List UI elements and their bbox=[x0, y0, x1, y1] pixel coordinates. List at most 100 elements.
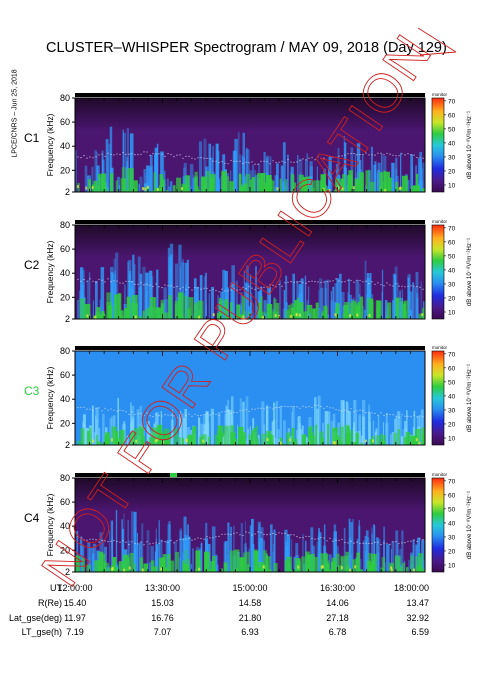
colorbar-tick-label: 60 bbox=[448, 492, 456, 499]
colorbar bbox=[431, 350, 445, 446]
colorbar-tick-label: 50 bbox=[448, 253, 456, 260]
x-tick-label: 16:30:00 bbox=[320, 583, 355, 593]
y-tick-label: 2 bbox=[65, 314, 70, 324]
y-tick-label: 40 bbox=[60, 394, 70, 404]
colorbar-tick-label: 40 bbox=[448, 140, 456, 147]
colorbar-tick-label: 10 bbox=[448, 435, 456, 442]
colorbar-small-label: monitor bbox=[432, 472, 448, 477]
colorbar-tick-label: 50 bbox=[448, 506, 456, 513]
colorbar-tick-label: 30 bbox=[448, 407, 456, 414]
spectrogram-plot bbox=[75, 478, 425, 572]
chart-title: CLUSTER–WHISPER Spectrogram / MAY 09, 20… bbox=[46, 40, 447, 56]
y-axis-label: Frequency (kHz) bbox=[45, 493, 55, 556]
y-tick-label: 2 bbox=[65, 440, 70, 450]
y-tick-label: 20 bbox=[60, 418, 70, 428]
y-tick-label: 2 bbox=[65, 567, 70, 577]
y-tick-label: 60 bbox=[60, 370, 70, 380]
ephemeris-value: 6.59 bbox=[411, 627, 429, 637]
panel-c3: 2 20 40 60 80 Frequency (kHz) C3 10 20 30 40 50 60 70… bbox=[24, 345, 473, 450]
spectrogram-plot bbox=[75, 225, 425, 319]
colorbar-label: dB above 10⁻⁸V²m⁻²Hz⁻¹ bbox=[466, 364, 473, 432]
ephemeris-value: 32.92 bbox=[406, 613, 429, 623]
ephemeris-value: 7.19 bbox=[66, 627, 84, 637]
x-tick-label: 15:00:00 bbox=[232, 583, 267, 593]
ephemeris-value: 16.76 bbox=[151, 613, 174, 623]
ephemeris-row-label: LT_gse(h) bbox=[22, 627, 62, 637]
colorbar-small-label: monitor bbox=[432, 92, 448, 97]
spacecraft-label: C2 bbox=[24, 258, 40, 272]
y-tick-label: 80 bbox=[60, 93, 70, 103]
colorbar-tick-label: 70 bbox=[448, 478, 456, 485]
colorbar-tick-label: 30 bbox=[448, 534, 456, 541]
colorbar-tick-label: 70 bbox=[448, 351, 456, 358]
colorbar-tick-label: 40 bbox=[448, 267, 456, 274]
colorbar-tick-label: 40 bbox=[448, 393, 456, 400]
status-bar-marker bbox=[170, 473, 177, 477]
y-tick-label: 60 bbox=[60, 497, 70, 507]
panel-c1: 2 20 40 60 80 Frequency (kHz) C1 10 20 30 40 50 60 70… bbox=[24, 92, 473, 197]
spacecraft-label: C4 bbox=[24, 511, 40, 525]
y-tick-label: 60 bbox=[60, 244, 70, 254]
colorbar-tick-label: 50 bbox=[448, 379, 456, 386]
watermark-stroke bbox=[419, 51, 457, 56]
ephemeris-value: 15.40 bbox=[64, 598, 87, 608]
y-tick-label: 40 bbox=[60, 521, 70, 531]
x-tick-label: 12:00:00 bbox=[57, 583, 92, 593]
colorbar-tick-label: 40 bbox=[448, 520, 456, 527]
colorbar-tick-label: 20 bbox=[448, 421, 456, 428]
y-tick-label: 80 bbox=[60, 346, 70, 356]
colorbar-label: dB above 10⁻⁸V²m⁻²Hz⁻¹ bbox=[466, 238, 473, 306]
ephemeris-value: 13.47 bbox=[406, 598, 429, 608]
spectrogram-plot bbox=[75, 98, 425, 192]
y-tick-label: 20 bbox=[60, 292, 70, 302]
colorbar-tick-label: 20 bbox=[448, 295, 456, 302]
colorbar-tick-label: 70 bbox=[448, 98, 456, 105]
colorbar-tick-label: 20 bbox=[448, 168, 456, 175]
ephemeris-value: 6.78 bbox=[329, 627, 347, 637]
ephemeris-value: 7.07 bbox=[154, 627, 172, 637]
spacecraft-label: C1 bbox=[24, 131, 40, 145]
ephemeris-value: 21.80 bbox=[239, 613, 262, 623]
y-tick-label: 20 bbox=[60, 165, 70, 175]
y-tick-label: 2 bbox=[65, 187, 70, 197]
x-tick-label: 18:00:00 bbox=[394, 583, 429, 593]
colorbar-tick-label: 70 bbox=[448, 225, 456, 232]
ephemeris-row-label: UT bbox=[50, 583, 62, 593]
ephemeris-value: 11.97 bbox=[64, 613, 86, 623]
spectrogram-plot bbox=[75, 351, 425, 445]
y-axis-label: Frequency (kHz) bbox=[45, 113, 55, 176]
x-tick-label: 13:30:00 bbox=[145, 583, 180, 593]
panel-c4: 2 20 40 60 80 Frequency (kHz) C4 10 20 30 40 50 60 70… bbox=[24, 472, 473, 577]
y-tick-label: 60 bbox=[60, 117, 70, 127]
ephemeris-value: 14.06 bbox=[326, 598, 349, 608]
colorbar-tick-label: 60 bbox=[448, 239, 456, 246]
status-bar bbox=[75, 473, 425, 477]
panel-c2: 2 20 40 60 80 Frequency (kHz) C2 10 20 30 40 50 60 70… bbox=[24, 219, 473, 324]
colorbar-tick-label: 30 bbox=[448, 154, 456, 161]
colorbar-tick-label: 10 bbox=[448, 562, 456, 569]
y-tick-label: 80 bbox=[60, 220, 70, 230]
ephemeris-value: 6.93 bbox=[241, 627, 259, 637]
y-tick-label: 40 bbox=[60, 268, 70, 278]
colorbar-tick-label: 60 bbox=[448, 112, 456, 119]
y-tick-label: 20 bbox=[60, 545, 70, 555]
y-tick-label: 80 bbox=[60, 473, 70, 483]
ephemeris-row-label: R(Re) bbox=[38, 598, 62, 608]
colorbar-small-label: monitor bbox=[432, 219, 448, 224]
colorbar-label: dB above 10⁻⁸V²m⁻²Hz⁻¹ bbox=[466, 111, 473, 179]
colorbar-tick-label: 50 bbox=[448, 126, 456, 133]
colorbar-tick-label: 10 bbox=[448, 309, 456, 316]
colorbar bbox=[431, 224, 445, 320]
colorbar bbox=[431, 477, 445, 573]
y-axis-label: Frequency (kHz) bbox=[45, 240, 55, 303]
spacecraft-label: C3 bbox=[24, 384, 40, 398]
colorbar-tick-label: 20 bbox=[448, 548, 456, 555]
ephemeris-value: 15.03 bbox=[151, 598, 174, 608]
colorbar-tick-label: 30 bbox=[448, 281, 456, 288]
y-axis-label: Frequency (kHz) bbox=[45, 366, 55, 429]
colorbar-tick-label: 10 bbox=[448, 182, 456, 189]
colorbar-label: dB above 10⁻⁸V²m⁻²Hz⁻¹ bbox=[466, 491, 473, 559]
ephemeris-value: 14.58 bbox=[239, 598, 262, 608]
